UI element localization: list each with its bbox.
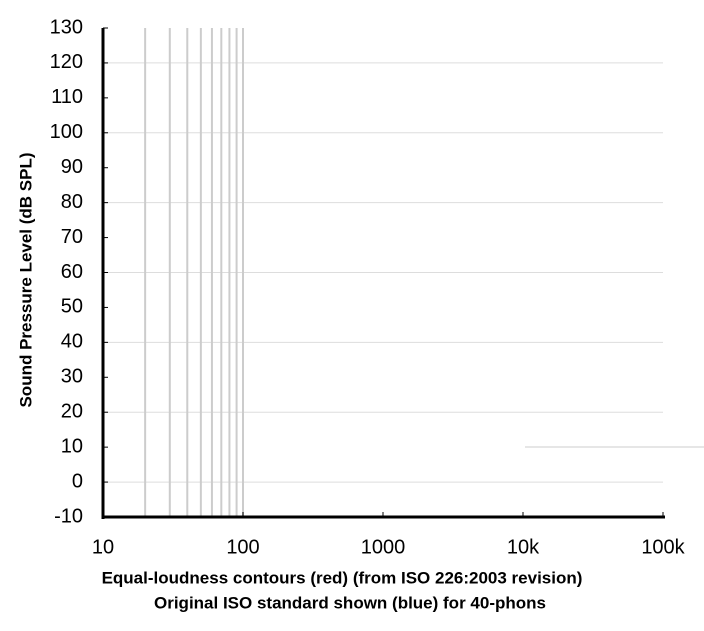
x-tick-label: 100 xyxy=(226,536,259,558)
y-tick-label: 60 xyxy=(61,261,83,283)
x-tick-label: 1000 xyxy=(361,536,406,558)
x-axis-label: Original ISO standard shown (blue) for 4… xyxy=(154,593,546,612)
y-tick-label: 20 xyxy=(61,400,83,422)
y-tick-label: 10 xyxy=(61,435,83,457)
y-tick-label: 120 xyxy=(50,51,83,73)
y-tick-label: 70 xyxy=(61,226,83,248)
y-tick-label: 100 xyxy=(50,121,83,143)
y-tick-label: 110 xyxy=(51,86,83,108)
y-axis-label: Sound Pressure Level (dB SPL) xyxy=(16,152,35,407)
x-tick-label: 10 xyxy=(92,536,114,558)
y-tick-label: 0 xyxy=(72,470,83,492)
y-tick-label: 30 xyxy=(61,366,83,388)
y-tick-label: 90 xyxy=(61,156,83,178)
x-tick-label: 10k xyxy=(507,536,540,558)
y-tick-label: 130 xyxy=(50,16,83,38)
y-tick-label: 40 xyxy=(61,331,83,353)
y-tick-label: 50 xyxy=(61,296,83,318)
y-tick-label: 80 xyxy=(61,191,83,213)
x-tick-label: 100k xyxy=(641,536,685,558)
x-axis-label: Equal-loudness contours (red) (from ISO … xyxy=(102,568,583,587)
y-tick-label: -10 xyxy=(54,505,83,527)
